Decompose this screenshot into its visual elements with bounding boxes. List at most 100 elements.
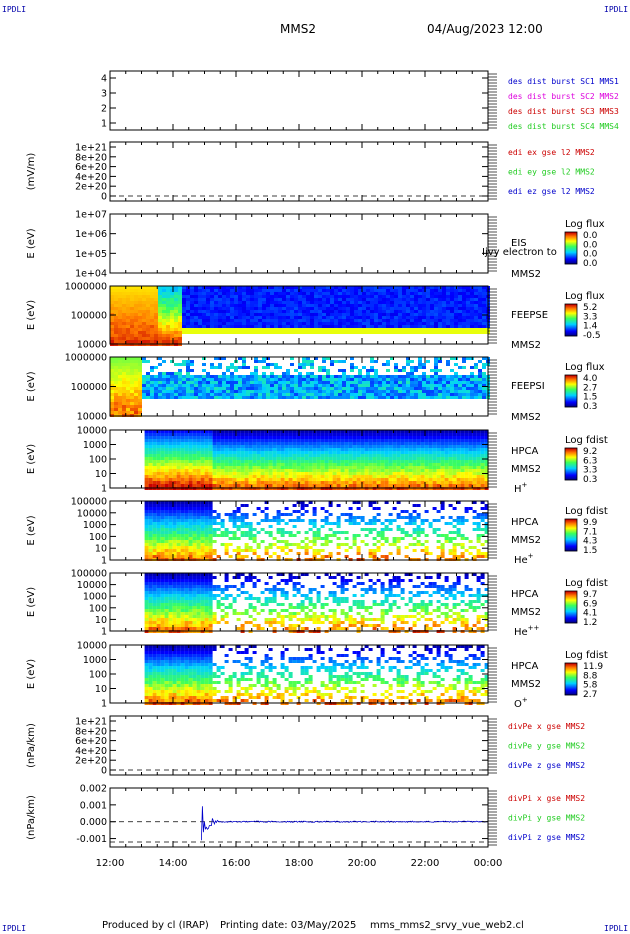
feeps_i-cell (450, 384, 454, 387)
hpca_h-cell (184, 481, 189, 484)
feeps_e-cell (142, 316, 146, 319)
feeps_i-cell (310, 363, 314, 366)
feeps_e-cell (110, 328, 114, 331)
feeps_i-cell (278, 378, 282, 381)
hpca_h-cell (172, 481, 177, 484)
feeps_e-cell (298, 322, 302, 325)
feeps_e-cell (218, 307, 222, 310)
feeps_i-cell (422, 381, 426, 384)
hpca_h-cell (288, 484, 293, 487)
feeps_e-cell (170, 316, 174, 319)
hpca_h-cell (420, 475, 425, 478)
hpca_h-cell (300, 460, 305, 463)
hpca_h-cell (460, 457, 465, 460)
feeps_e-cell (458, 325, 462, 328)
hpca_h-cell (208, 469, 213, 472)
feeps_e-cell (318, 301, 322, 304)
hpca_h-cell (144, 448, 149, 451)
feeps_e-cell (438, 295, 442, 298)
feeps_i-cell (282, 390, 286, 393)
feeps_i-cell (310, 396, 314, 399)
feeps_e-cell (202, 301, 206, 304)
feeps_i-cell (134, 357, 138, 360)
feeps_e-cell (358, 319, 362, 322)
feeps_e-cell (370, 304, 374, 307)
feeps_i-cell (182, 360, 186, 363)
feeps_i-cell (282, 393, 286, 396)
feeps_e-cell (446, 289, 450, 292)
hpca_h-cell (220, 454, 225, 457)
feeps_e-cell (306, 301, 310, 304)
feeps_e-cell (146, 301, 150, 304)
feeps_e-cell (430, 325, 434, 328)
feeps_i-cell (466, 384, 470, 387)
hpca_h-cell (236, 472, 241, 475)
feeps_e-cell (334, 313, 338, 316)
feeps_i-cell (298, 363, 302, 366)
hpca_h-cell (288, 451, 293, 454)
hpca_h-cell (252, 445, 257, 448)
feeps_e-cell (218, 319, 222, 322)
hpca_h-cell (292, 475, 297, 478)
feeps_e-cell (110, 295, 114, 298)
feeps_e-cell (134, 301, 138, 304)
feeps_i-cell (166, 387, 170, 390)
feeps_i-cell (470, 390, 474, 393)
hpca_h-cell (312, 460, 317, 463)
hpca_h-cell (192, 478, 197, 481)
feeps_e-cell (446, 331, 450, 334)
feeps_e-cell (462, 313, 466, 316)
hpca_h-cell (184, 454, 189, 457)
hpca_h-cell (452, 448, 457, 451)
feeps_i-cell (254, 360, 258, 363)
feeps_i-cell (186, 369, 190, 372)
feeps_i-cell (358, 396, 362, 399)
hpca_h-cell (276, 466, 281, 469)
feeps_e-cell (378, 301, 382, 304)
feeps_i-cell (482, 357, 486, 360)
feeps_e-cell (338, 310, 342, 313)
feeps_e-cell (302, 331, 306, 334)
feeps_i-cell (266, 393, 270, 396)
feeps_e-cell (462, 322, 466, 325)
feeps_e-cell (142, 289, 146, 292)
feeps_e-cell (406, 325, 410, 328)
hpca_h-cell (228, 463, 233, 466)
hpca_h-cell (428, 430, 433, 433)
feeps_e-cell (322, 310, 326, 313)
hpca_h-cell (148, 463, 153, 466)
hpca_h-cell (200, 445, 205, 448)
feeps_e-colorbar-cell (565, 305, 577, 307)
hpca_h-cell (408, 481, 413, 484)
feeps_e-cell (130, 286, 134, 289)
feeps_e-cell (418, 298, 422, 301)
feeps_e-cell (286, 295, 290, 298)
hpca_h-cell (216, 454, 221, 457)
hpca_h-cell (400, 475, 405, 478)
hpca_h-cell (404, 472, 409, 475)
hpca_h-cell (192, 463, 197, 466)
hpca_h-cell (368, 463, 373, 466)
feeps_i-cell (254, 372, 258, 375)
hpca_h-cell (400, 454, 405, 457)
hpca_h-cell (436, 436, 441, 439)
hpca_h-cell (328, 478, 333, 481)
feeps_e-cell (270, 310, 274, 313)
hpca_h-ytick-label: 10000 (77, 426, 107, 437)
feeps_i-cell (134, 393, 138, 396)
feeps_i-cell (442, 393, 446, 396)
hpca_h-cell (424, 439, 429, 442)
feeps_e-colorbar-cell (565, 323, 577, 325)
feeps_e-cell (282, 307, 286, 310)
feeps_e-cell (298, 292, 302, 295)
feeps_e-colorbar-cell (565, 314, 577, 316)
hpca_h-cell (320, 472, 325, 475)
feeps_e-cell (406, 331, 410, 334)
feeps_e-cell (358, 292, 362, 295)
hpca_h-cell (244, 445, 249, 448)
feeps_e-cell (354, 310, 358, 313)
feeps_i-cell (206, 378, 210, 381)
hpca_h-cell (308, 466, 313, 469)
feeps_e-cell (158, 328, 162, 331)
hpca_h-cell (256, 439, 261, 442)
